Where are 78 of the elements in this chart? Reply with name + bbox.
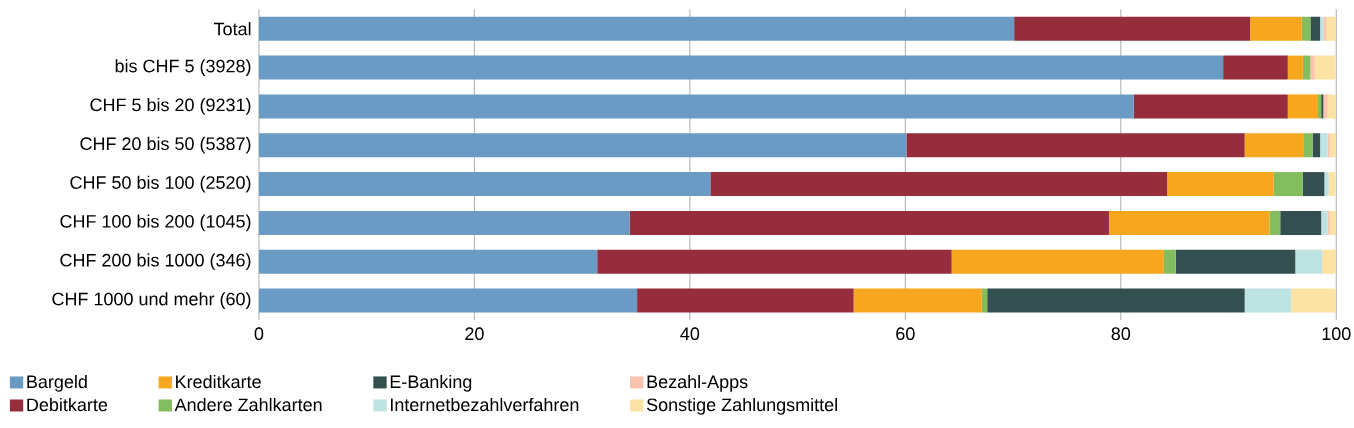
bar: [1250, 16, 1302, 41]
bar: [1310, 16, 1321, 41]
y-tick-label: bis CHF 5 (3928): [115, 59, 251, 76]
bar: [1321, 94, 1324, 119]
bar: [258, 94, 1134, 119]
legend-label: Debitkarte: [27, 397, 108, 412]
bar: [258, 288, 638, 313]
bar: [1327, 94, 1337, 119]
bar: [1314, 55, 1336, 80]
bar: [1324, 172, 1329, 197]
legend-label: Bargeld: [27, 374, 87, 392]
x-tick-label: 80: [1111, 327, 1131, 341]
bar: [951, 249, 1164, 274]
bar: [710, 172, 1168, 197]
x-tick-label: 20: [465, 327, 484, 341]
bar: [258, 210, 630, 235]
y-tick-label: CHF 200 bis 1000 (346): [60, 253, 251, 271]
x-tick-label: 60: [896, 327, 915, 341]
bar: [1280, 210, 1322, 235]
legend-label: E-Banking: [390, 374, 472, 392]
y-tick-label: CHF 5 bis 20 (9231): [90, 98, 251, 115]
bar: [1301, 16, 1311, 41]
bar: [906, 133, 1245, 158]
bar: [1167, 172, 1274, 197]
bar: [987, 288, 1245, 313]
y-tick-label: CHF 1000 und mehr (60): [52, 292, 251, 309]
bar: [629, 210, 1109, 235]
bar: [1329, 133, 1337, 158]
bar: [258, 172, 711, 197]
x-tick-label: 40: [680, 327, 700, 341]
bar: [597, 249, 952, 274]
legend-label: Kreditkarte: [176, 374, 261, 389]
bar: [1322, 249, 1337, 274]
bar: [1244, 133, 1304, 158]
legend-label: Internetbezahlverfahren: [390, 397, 579, 412]
bar: [1328, 172, 1336, 197]
bar: [1317, 94, 1322, 119]
bar: [258, 16, 1015, 41]
x-tick-label: 0: [254, 327, 264, 341]
bar: [1295, 249, 1323, 274]
y-tick-label: Total: [213, 22, 251, 36]
bar: [1327, 210, 1330, 235]
y-tick-label: CHF 20 bis 50 (5387): [80, 136, 251, 154]
x-tick-label: 100: [1322, 327, 1351, 341]
bar: [258, 133, 907, 158]
bar: [1287, 94, 1318, 119]
bar: [981, 288, 988, 313]
bar: [1287, 55, 1303, 80]
bar: [1302, 55, 1311, 80]
legend-label: Sonstige Zahlungsmittel: [646, 397, 837, 415]
bar: [1323, 94, 1328, 119]
bar: [1133, 94, 1288, 119]
legend-label: Andere Zahlkarten: [174, 397, 322, 412]
bar: [1291, 288, 1337, 313]
bar: [1014, 16, 1251, 41]
bar: [1269, 210, 1281, 235]
bar: [1327, 133, 1330, 158]
legend-label: Bezahl-Apps: [647, 374, 748, 392]
bar: [1244, 288, 1292, 313]
bar: [258, 55, 1224, 80]
bar: [1329, 210, 1337, 235]
bar: [1273, 172, 1303, 197]
bar: [1312, 133, 1321, 158]
y-tick-label: CHF 100 bis 200 (1045): [60, 214, 251, 232]
bar: [1303, 133, 1313, 158]
bar: [637, 288, 854, 313]
y-tick-label: CHF 50 bis 100 (2520): [70, 175, 251, 193]
bar: [1175, 249, 1296, 274]
bar: [1326, 16, 1337, 41]
bar: [1310, 55, 1315, 80]
bar: [1223, 55, 1288, 80]
bar: [1321, 210, 1328, 235]
bar: [1163, 249, 1176, 274]
bar: [853, 288, 982, 313]
bar: [1108, 210, 1270, 235]
bar: [258, 249, 598, 274]
bar: [1302, 172, 1325, 197]
bar: [1320, 133, 1328, 158]
